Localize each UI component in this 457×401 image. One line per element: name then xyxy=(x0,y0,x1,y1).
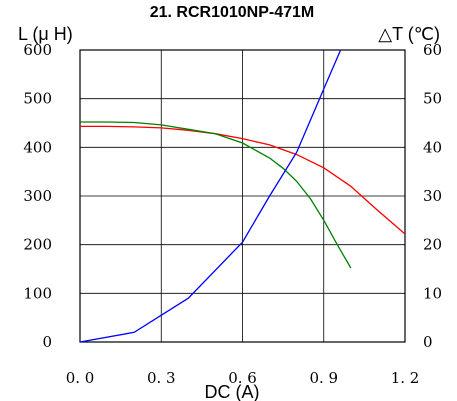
grid xyxy=(80,50,405,342)
series-line-2 xyxy=(80,121,352,269)
x-tick-labels: 0. 0 0. 3 0. 6 0. 9 1. 2 xyxy=(66,369,420,387)
x-tick-label: 0. 3 xyxy=(147,369,176,387)
x-tick-label: 0. 9 xyxy=(309,369,338,387)
y-right-tick-labels: 0 10 20 30 40 50 60 xyxy=(423,41,442,351)
y-left-tick-label: 400 xyxy=(23,138,52,156)
chart-title: 21. RCR1010NP-471M xyxy=(150,4,315,21)
y-right-tick-label: 0 xyxy=(423,333,433,351)
plot-frame xyxy=(79,49,406,343)
y-right-tick-label: 30 xyxy=(423,187,442,205)
y-right-tick-label: 10 xyxy=(423,284,442,302)
series-line-1 xyxy=(80,125,406,235)
y-right-tick-label: 60 xyxy=(423,41,442,59)
y-right-axis-label: △T (℃) xyxy=(378,24,440,44)
y-left-tick-label: 600 xyxy=(23,41,52,59)
x-tick-label: 0. 6 xyxy=(228,369,257,387)
y-left-tick-label: 200 xyxy=(23,236,52,254)
y-right-tick-label: 40 xyxy=(423,138,442,156)
x-axis-label: DC (A) xyxy=(205,382,260,401)
y-left-tick-labels: 0 100 200 300 400 500 600 xyxy=(23,41,52,351)
series-line-3 xyxy=(79,49,342,343)
y-left-tick-label: 0 xyxy=(42,333,52,351)
y-left-tick-label: 100 xyxy=(23,284,52,302)
y-right-tick-label: 50 xyxy=(423,90,442,108)
y-left-tick-label: 500 xyxy=(23,90,52,108)
series-layer xyxy=(79,49,406,343)
y-left-tick-label: 300 xyxy=(23,187,52,205)
x-tick-label: 1. 2 xyxy=(391,369,420,387)
y-left-axis-label: L (μ H) xyxy=(18,24,73,44)
x-tick-label: 0. 0 xyxy=(66,369,95,387)
y-right-tick-label: 20 xyxy=(423,236,442,254)
